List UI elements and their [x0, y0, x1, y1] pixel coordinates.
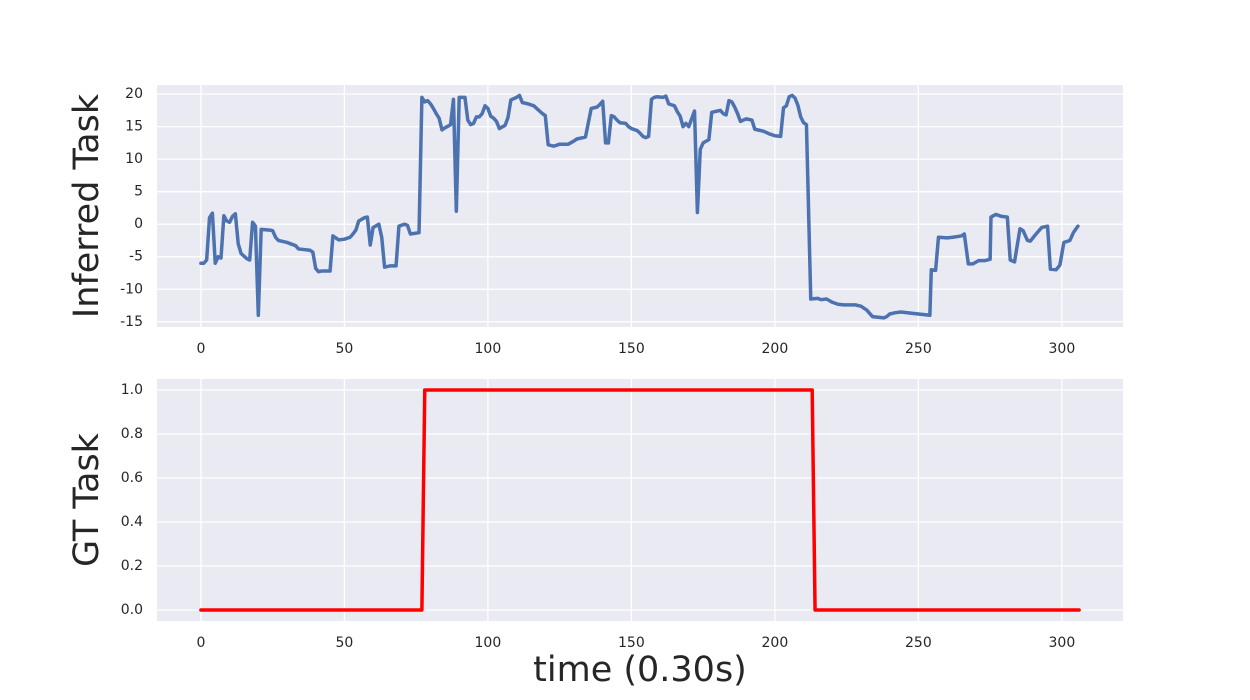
- x-tick-label: 150: [618, 341, 645, 357]
- y-tick-label: 20: [125, 86, 143, 102]
- y-tick-label: 0: [134, 216, 143, 232]
- x-tick-label: 0: [196, 635, 205, 651]
- y-tick-label: 0.8: [121, 426, 143, 442]
- data-line: [199, 388, 1081, 612]
- y-tick-label: 1.0: [121, 382, 143, 398]
- x-tick-label: 200: [762, 341, 789, 357]
- x-tick-label: 50: [335, 341, 353, 357]
- x-tick-label: 200: [762, 635, 789, 651]
- x-tick-label: 250: [905, 635, 932, 651]
- data-line: [199, 93, 1080, 320]
- y-axis-label: Inferred Task: [67, 93, 107, 318]
- y-tick-label: 10: [125, 151, 143, 167]
- plot-area: [157, 85, 1123, 327]
- x-tick-label: 100: [475, 635, 502, 651]
- x-tick-label: 0: [196, 341, 205, 357]
- y-tick-label: 0.6: [121, 470, 143, 486]
- y-tick-label: 0.0: [121, 602, 143, 618]
- plot-area: [157, 379, 1123, 621]
- y-tick-label: -10: [120, 281, 143, 297]
- x-tick-label: 300: [1049, 635, 1076, 651]
- y-tick-label: 0.4: [121, 514, 143, 530]
- y-tick-label: 5: [134, 184, 143, 200]
- x-axis-label: time (0.30s): [533, 650, 747, 690]
- y-tick-label: -15: [120, 314, 143, 330]
- y-tick-label: 0.2: [121, 558, 143, 574]
- x-tick-label: 100: [475, 341, 502, 357]
- x-tick-label: 250: [905, 341, 932, 357]
- x-tick-label: 300: [1049, 341, 1076, 357]
- y-tick-label: 15: [125, 119, 143, 135]
- x-tick-label: 50: [335, 635, 353, 651]
- y-tick-label: -5: [129, 249, 143, 265]
- y-axis-label: GT Task: [67, 432, 107, 567]
- x-tick-label: 150: [618, 635, 645, 651]
